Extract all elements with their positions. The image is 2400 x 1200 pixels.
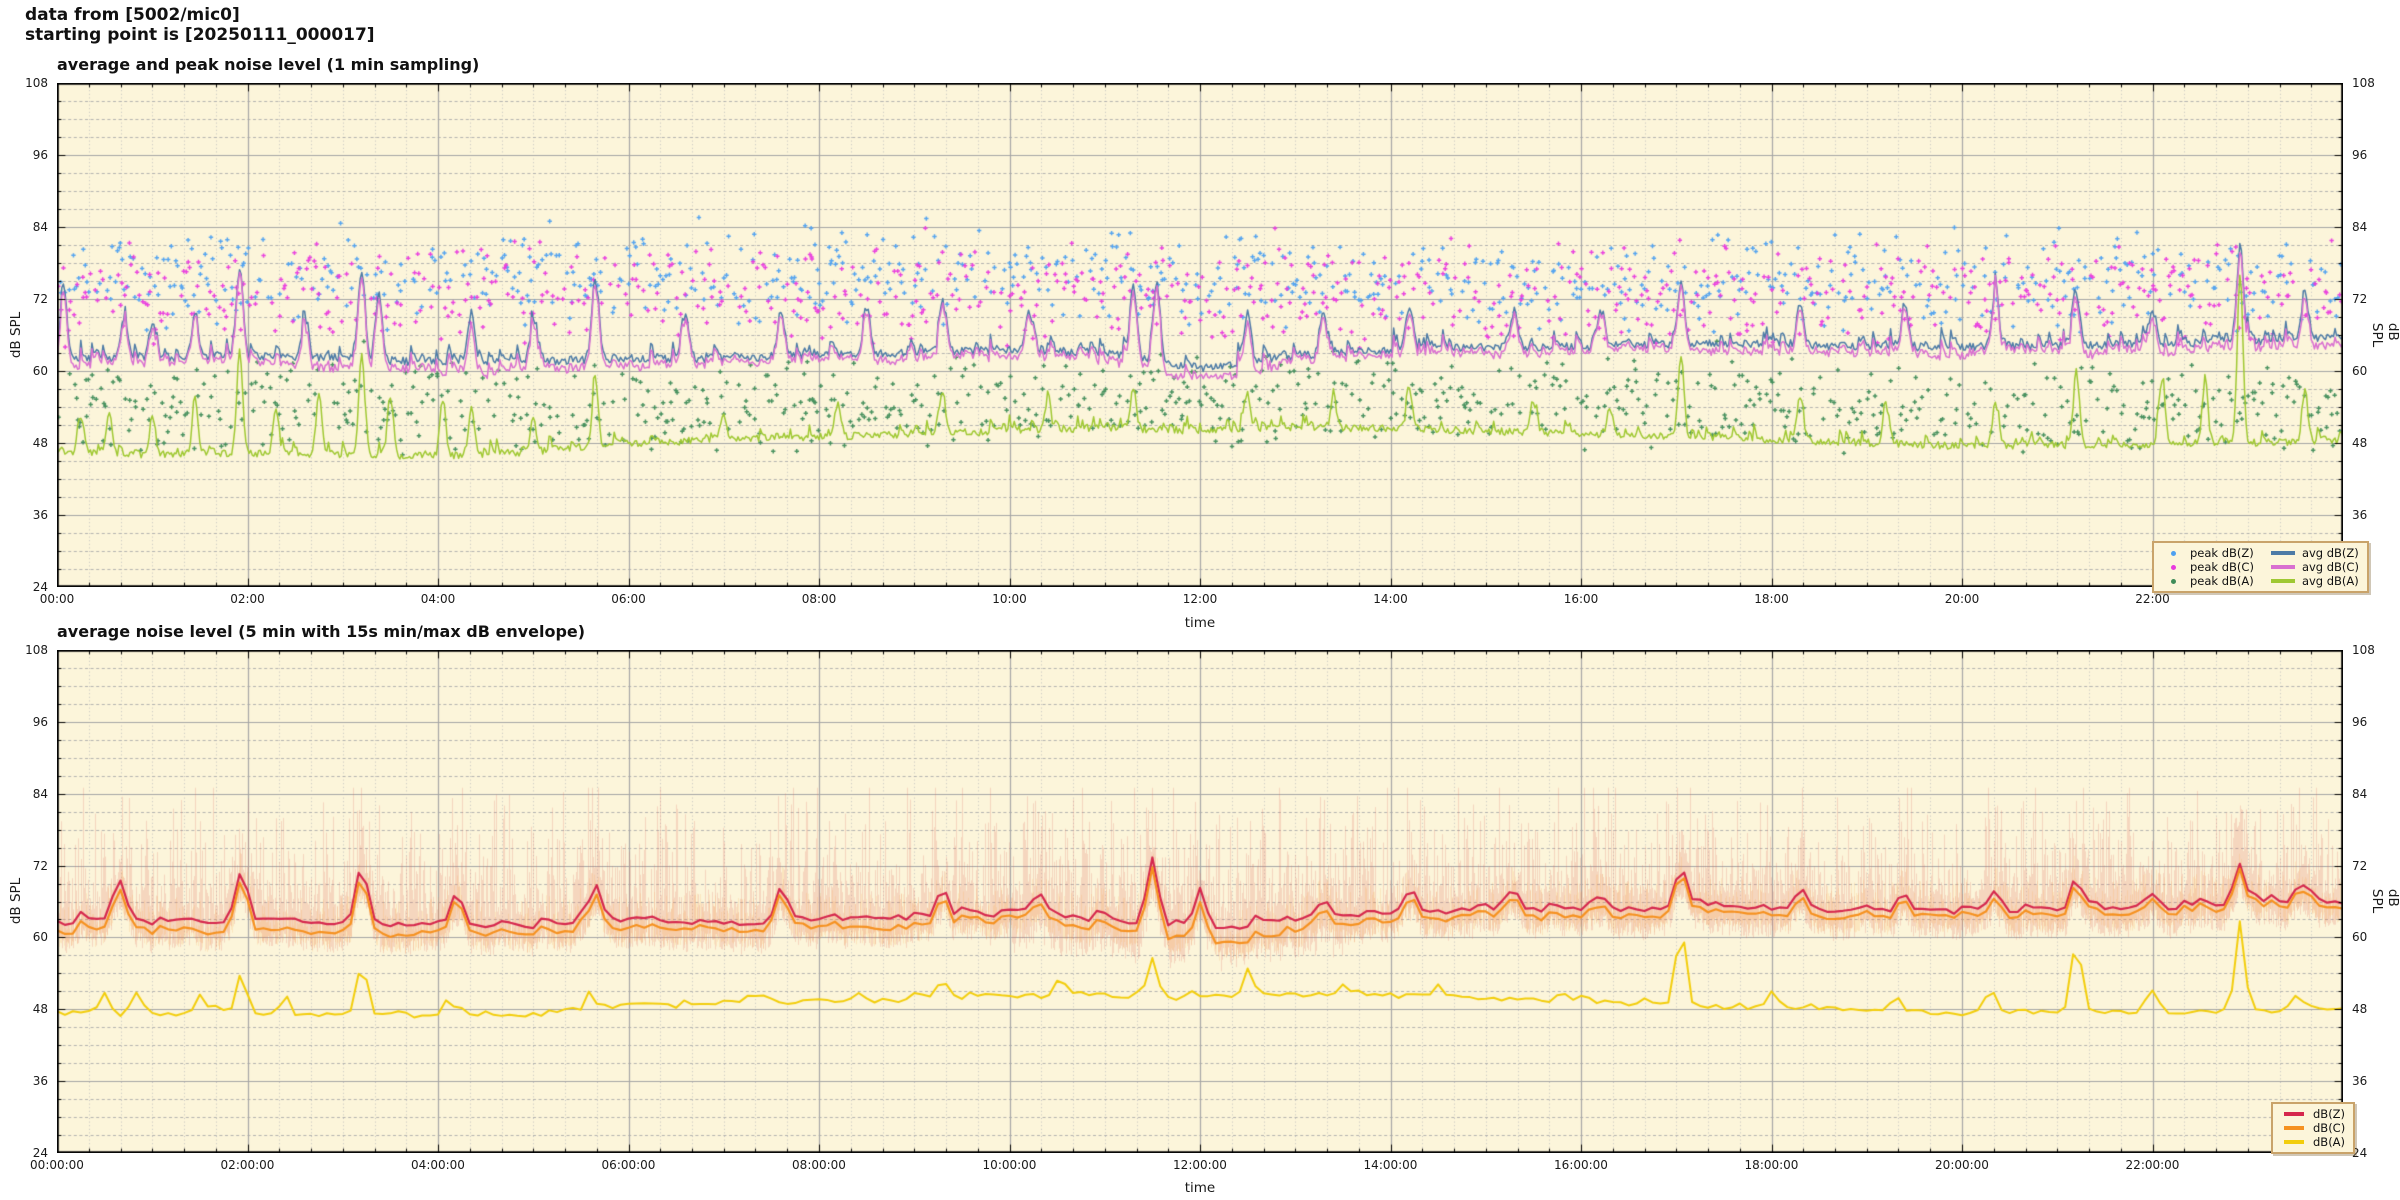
x-tick-label: 20:00 [1944,592,1980,606]
legend-label: avg dB(A) [2301,574,2359,588]
chart1-canvas [57,83,2343,587]
x-tick-label: 16:00:00 [1554,1158,1608,1172]
x-tick-label: 00:00:00 [30,1158,84,1172]
y-tick-label: 24 [2352,1146,2368,1160]
y-tick-label: 108 [25,76,48,90]
legend-item: avg dB(C) [2270,560,2359,574]
legend-label: dB(A) [2313,1135,2346,1149]
chart2-ylabel-left: dB SPL [8,877,24,925]
x-tick-label: 18:00 [1754,592,1789,606]
y-tick-label: 48 [2352,436,2368,450]
y-tick-label: 72 [32,858,48,873]
y-tick-label: 60 [32,930,48,945]
y-tick-label: 84 [32,220,48,234]
x-tick-label: 02:00:00 [220,1158,275,1172]
chart1-ylabel-left: dB SPL [8,311,24,359]
x-tick-label: 14:00 [1373,592,1408,606]
chart1-legend: peak dB(Z) avg dB(Z) peak dB(C) avg dB(C) pe… [2152,541,2369,593]
chart1-title: average and peak noise level (1 min samp… [57,55,480,74]
chart2-ylabel-right: dB SPL [2369,888,2400,914]
y-tick-label: 72 [2352,858,2368,873]
y-tick-label: 108 [25,643,48,657]
x-tick-label: 06:00 [611,592,646,606]
x-tick-label: 12:00:00 [1173,1158,1227,1172]
y-tick-label: 24 [32,580,48,594]
y-tick-label: 60 [2352,930,2368,945]
x-tick-label: 10:00:00 [982,1158,1037,1172]
legend-dot-marker [2162,578,2184,584]
y-tick-label: 96 [2352,714,2368,729]
y-tick-label: 48 [2352,1002,2368,1017]
y-tick-label: 60 [32,364,48,378]
chart1-xlabel: time [1184,615,1216,631]
y-tick-label: 72 [32,292,48,306]
y-tick-label: 60 [2352,364,2368,378]
legend-item: avg dB(Z) [2270,546,2359,560]
legend-line-swatch [2270,565,2296,569]
header-start-time: starting point is [20250111_000017] [25,25,375,45]
legend-line-swatch [2281,1112,2307,1116]
y-tick-label: 84 [2352,220,2368,234]
chart2-canvas [57,650,2343,1153]
y-tick-label: 108 [2352,643,2375,657]
legend-label: peak dB(C) [2190,560,2254,574]
y-tick-label: 72 [2352,292,2368,306]
y-tick-label: 36 [2352,1074,2368,1089]
y-tick-label: 96 [32,714,48,729]
legend-item: dB(Z) [2281,1107,2345,1121]
y-tick-label: 84 [2352,786,2368,801]
legend-line-swatch [2270,551,2296,555]
legend-item: peak dB(Z) [2162,546,2254,560]
chart1-ylabel-right: dB SPL [2369,322,2400,348]
legend-label: dB(C) [2313,1121,2346,1135]
x-tick-label: 08:00:00 [792,1158,846,1172]
legend-label: peak dB(Z) [2190,546,2254,560]
header-data-source: data from [5002/mic0] [25,5,240,25]
x-tick-label: 10:00 [992,592,1027,606]
x-tick-label: 00:00 [39,592,75,606]
x-tick-label: 08:00 [801,592,837,606]
x-tick-label: 22:00 [2135,592,2170,606]
y-tick-label: 36 [32,508,48,522]
legend-label: dB(Z) [2313,1107,2346,1121]
legend-line-swatch [2281,1140,2307,1144]
x-tick-label: 04:00 [420,592,456,606]
y-tick-label: 36 [2352,508,2368,522]
chart2-xlabel: time [1184,1180,1216,1196]
y-tick-label: 24 [32,1146,48,1160]
x-tick-label: 22:00:00 [2125,1158,2180,1172]
legend-dot-marker [2162,564,2184,570]
x-tick-label: 18:00:00 [1744,1158,1799,1172]
x-tick-label: 16:00 [1563,592,1599,606]
x-tick-label: 04:00:00 [411,1158,465,1172]
x-tick-label: 20:00:00 [1935,1158,1989,1172]
y-tick-label: 96 [32,148,48,162]
x-tick-label: 06:00:00 [601,1158,656,1172]
y-tick-label: 108 [2352,76,2375,90]
legend-item: peak dB(A) [2162,574,2254,588]
chart2-title: average noise level (5 min with 15s min/… [57,622,586,641]
y-tick-label: 48 [32,436,48,450]
chart1-plot-area [57,83,2343,587]
legend-line-swatch [2281,1126,2307,1130]
chart2-legend: dB(Z) dB(C) dB(A) [2271,1102,2356,1154]
legend-item: peak dB(C) [2162,560,2254,574]
y-tick-label: 84 [32,786,48,801]
x-tick-label: 14:00:00 [1363,1158,1418,1172]
legend-label: peak dB(A) [2190,574,2254,588]
legend-dot-marker [2162,550,2184,556]
y-tick-label: 96 [2352,148,2368,162]
legend-item: avg dB(A) [2270,574,2359,588]
legend-label: avg dB(C) [2301,560,2359,574]
x-tick-label: 12:00 [1182,592,1218,606]
legend-item: dB(C) [2281,1121,2345,1135]
legend-label: avg dB(Z) [2301,546,2359,560]
y-tick-label: 48 [32,1002,48,1017]
legend-item: dB(A) [2281,1135,2345,1149]
legend-line-swatch [2270,579,2296,583]
y-tick-label: 36 [32,1074,48,1089]
x-tick-label: 02:00 [230,592,265,606]
chart2-plot-area [57,650,2343,1153]
